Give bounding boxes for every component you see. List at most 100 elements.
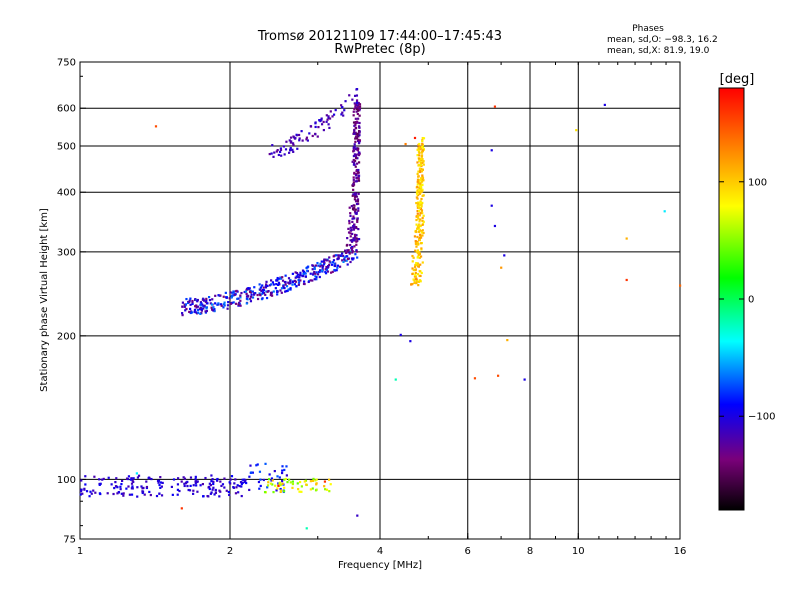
- data-point: [412, 278, 415, 281]
- phase-stats-o-mode: mean, sd,O: −98.3, 16.2: [607, 35, 718, 45]
- data-point: [219, 303, 223, 306]
- data-point: [419, 224, 422, 228]
- data-point: [232, 290, 235, 293]
- data-point: [194, 305, 197, 308]
- data-point: [357, 161, 361, 164]
- data-point: [276, 148, 279, 152]
- data-point: [421, 180, 424, 183]
- data-point: [352, 183, 355, 186]
- data-point: [298, 490, 301, 493]
- data-point: [417, 265, 420, 268]
- data-point: [356, 218, 359, 222]
- data-point: [241, 481, 244, 484]
- data-point: [282, 145, 285, 148]
- data-point: [506, 338, 509, 342]
- data-point: [352, 158, 355, 162]
- data-point: [226, 307, 229, 310]
- data-point: [230, 296, 233, 299]
- data-point: [356, 132, 359, 135]
- data-point: [329, 483, 332, 486]
- data-point: [294, 271, 297, 274]
- data-point: [340, 113, 343, 116]
- data-point: [212, 306, 215, 309]
- data-point: [273, 151, 276, 154]
- data-point: [355, 99, 359, 102]
- data-point: [417, 242, 420, 245]
- data-point: [332, 259, 336, 262]
- data-point: [416, 215, 419, 218]
- data-point: [357, 138, 360, 141]
- data-point: [85, 490, 89, 493]
- data-point: [307, 280, 310, 284]
- data-point: [298, 274, 302, 277]
- data-point: [496, 374, 500, 377]
- data-point: [351, 207, 355, 211]
- data-point: [211, 478, 214, 481]
- data-point: [320, 117, 323, 120]
- data-point: [353, 94, 357, 97]
- data-point: [411, 282, 414, 286]
- data-point: [189, 311, 192, 315]
- data-point: [353, 195, 357, 199]
- data-point: [240, 494, 243, 498]
- x-tick-label: 16: [674, 546, 687, 557]
- data-point: [345, 259, 348, 262]
- data-point: [625, 278, 628, 282]
- data-point: [421, 234, 424, 237]
- y-tick-label: 600: [57, 104, 76, 115]
- data-point: [420, 197, 423, 201]
- colorbar-tick-label: −100: [748, 412, 775, 423]
- data-point: [418, 186, 421, 189]
- data-point: [262, 478, 265, 482]
- data-point: [276, 276, 279, 280]
- data-point: [176, 483, 180, 486]
- data-point: [237, 303, 240, 306]
- data-point: [289, 282, 292, 285]
- data-point: [357, 192, 360, 195]
- data-point: [308, 132, 311, 135]
- data-point: [325, 268, 328, 271]
- data-point: [274, 484, 277, 487]
- data-point: [352, 188, 355, 191]
- data-point: [320, 118, 323, 121]
- data-point: [176, 488, 180, 491]
- data-point: [328, 126, 331, 130]
- data-point: [340, 104, 343, 107]
- data-point: [182, 476, 185, 479]
- data-point: [416, 212, 419, 215]
- data-point: [418, 224, 421, 227]
- data-point: [188, 299, 191, 302]
- data-point: [291, 272, 294, 275]
- data-point: [268, 478, 271, 481]
- data-point: [350, 228, 353, 232]
- data-point: [352, 176, 355, 179]
- data-point: [353, 204, 356, 207]
- data-point: [353, 159, 357, 162]
- data-point: [286, 481, 289, 484]
- data-point: [203, 299, 206, 302]
- data-point: [344, 100, 347, 103]
- data-point: [219, 480, 222, 483]
- data-point: [333, 264, 337, 268]
- data-point: [418, 201, 421, 204]
- data-point: [416, 202, 420, 205]
- data-point: [284, 148, 288, 151]
- data-point: [251, 471, 254, 474]
- data-point: [354, 147, 358, 151]
- data-point: [413, 275, 417, 278]
- data-point: [301, 139, 304, 142]
- data-point: [328, 256, 331, 259]
- data-point: [132, 480, 135, 483]
- data-point: [238, 484, 241, 488]
- x-tick-label: 4: [377, 546, 383, 557]
- data-point: [417, 280, 420, 283]
- data-point: [356, 104, 359, 107]
- data-point: [354, 180, 357, 183]
- data-point: [297, 133, 301, 137]
- data-point: [314, 125, 317, 129]
- data-point: [221, 483, 225, 486]
- data-point: [356, 149, 360, 152]
- data-point: [112, 492, 115, 496]
- data-point: [131, 485, 134, 488]
- data-point: [199, 312, 202, 315]
